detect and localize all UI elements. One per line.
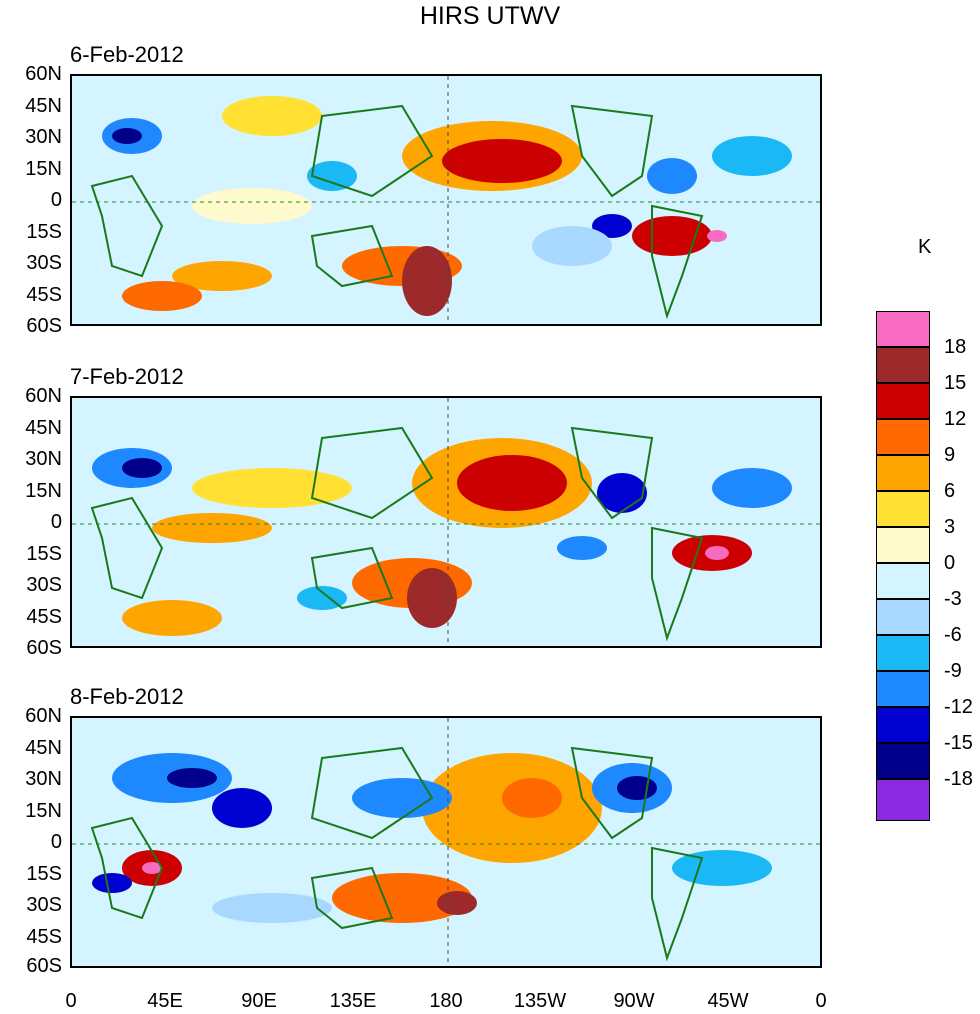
colorbar-swatch (876, 635, 930, 671)
lon-label: 0 (65, 990, 77, 1012)
lat-label: 45N (25, 417, 62, 439)
colorbar-label: 18 (944, 336, 967, 358)
lat-label: 30N (25, 768, 62, 790)
colorbar-swatch (876, 743, 930, 779)
lat-label: 15N (25, 480, 62, 502)
lon-label: 90E (241, 990, 277, 1012)
colorbar-label: 15 (944, 372, 967, 394)
lat-label: 15S (26, 863, 62, 885)
colorbar-label: -9 (944, 660, 962, 682)
lat-label: 60S (26, 315, 62, 337)
colorbar-swatch (876, 707, 930, 743)
lon-label: 180 (429, 990, 463, 1012)
lon-label: 45W (707, 990, 749, 1012)
anomaly-map (70, 396, 822, 648)
colorbar-label: -15 (944, 732, 973, 754)
lat-label: 60S (26, 955, 62, 977)
lat-label: 60N (25, 705, 62, 727)
colorbar-swatch (876, 491, 930, 527)
colorbar-label: 0 (944, 552, 956, 574)
lon-label: 135E (329, 990, 377, 1012)
lat-label: 45N (25, 737, 62, 759)
lat-label: 0 (50, 831, 62, 853)
lat-label: 0 (50, 189, 62, 211)
lat-label: 0 (50, 511, 62, 533)
lat-label: 30S (26, 574, 62, 596)
lat-label: 15N (25, 800, 62, 822)
panel-date: 7-Feb-2012 (70, 364, 184, 389)
panel-date: 8-Feb-2012 (70, 684, 184, 709)
anomaly-map (70, 74, 822, 326)
colorbar-label: 12 (944, 408, 967, 430)
lat-label: 45S (26, 606, 62, 628)
lat-label: 30N (25, 126, 62, 148)
lon-label: 0 (815, 990, 827, 1012)
colorbar-swatch (876, 599, 930, 635)
anomaly-map (70, 716, 822, 968)
lat-label: 45N (25, 95, 62, 117)
colorbar-swatch (876, 527, 930, 563)
colorbar-swatch (876, 455, 930, 491)
colorbar-label: -3 (944, 588, 962, 610)
colorbar-unit: K (918, 236, 932, 258)
colorbar-swatch (876, 779, 930, 821)
lon-label: 90W (613, 990, 655, 1012)
lon-label: 45E (147, 990, 183, 1012)
colorbar-label: 6 (944, 480, 956, 502)
colorbar-label: -6 (944, 624, 962, 646)
colorbar-label: 9 (944, 444, 956, 466)
colorbar-swatch (876, 383, 930, 419)
lat-label: 45S (26, 284, 62, 306)
colorbar-swatch (876, 347, 930, 383)
colorbar-label: -18 (944, 768, 973, 790)
lat-label: 15S (26, 221, 62, 243)
colorbar-label: 3 (944, 516, 956, 538)
lat-label: 30S (26, 894, 62, 916)
lat-label: 30S (26, 252, 62, 274)
colorbar-swatch (876, 419, 930, 455)
lat-label: 45S (26, 926, 62, 948)
colorbar-label: -12 (944, 696, 973, 718)
panel-date: 6-Feb-2012 (70, 42, 184, 67)
lat-label: 60N (25, 385, 62, 407)
figure-title: HIRS UTWV (419, 2, 561, 30)
colorbar-swatch (876, 311, 930, 347)
colorbar-swatch (876, 671, 930, 707)
lat-label: 15S (26, 543, 62, 565)
lat-label: 60N (25, 63, 62, 85)
lat-label: 15N (25, 158, 62, 180)
lat-label: 30N (25, 448, 62, 470)
lat-label: 60S (26, 637, 62, 659)
lon-label: 135W (513, 990, 567, 1012)
colorbar-swatch (876, 563, 930, 599)
